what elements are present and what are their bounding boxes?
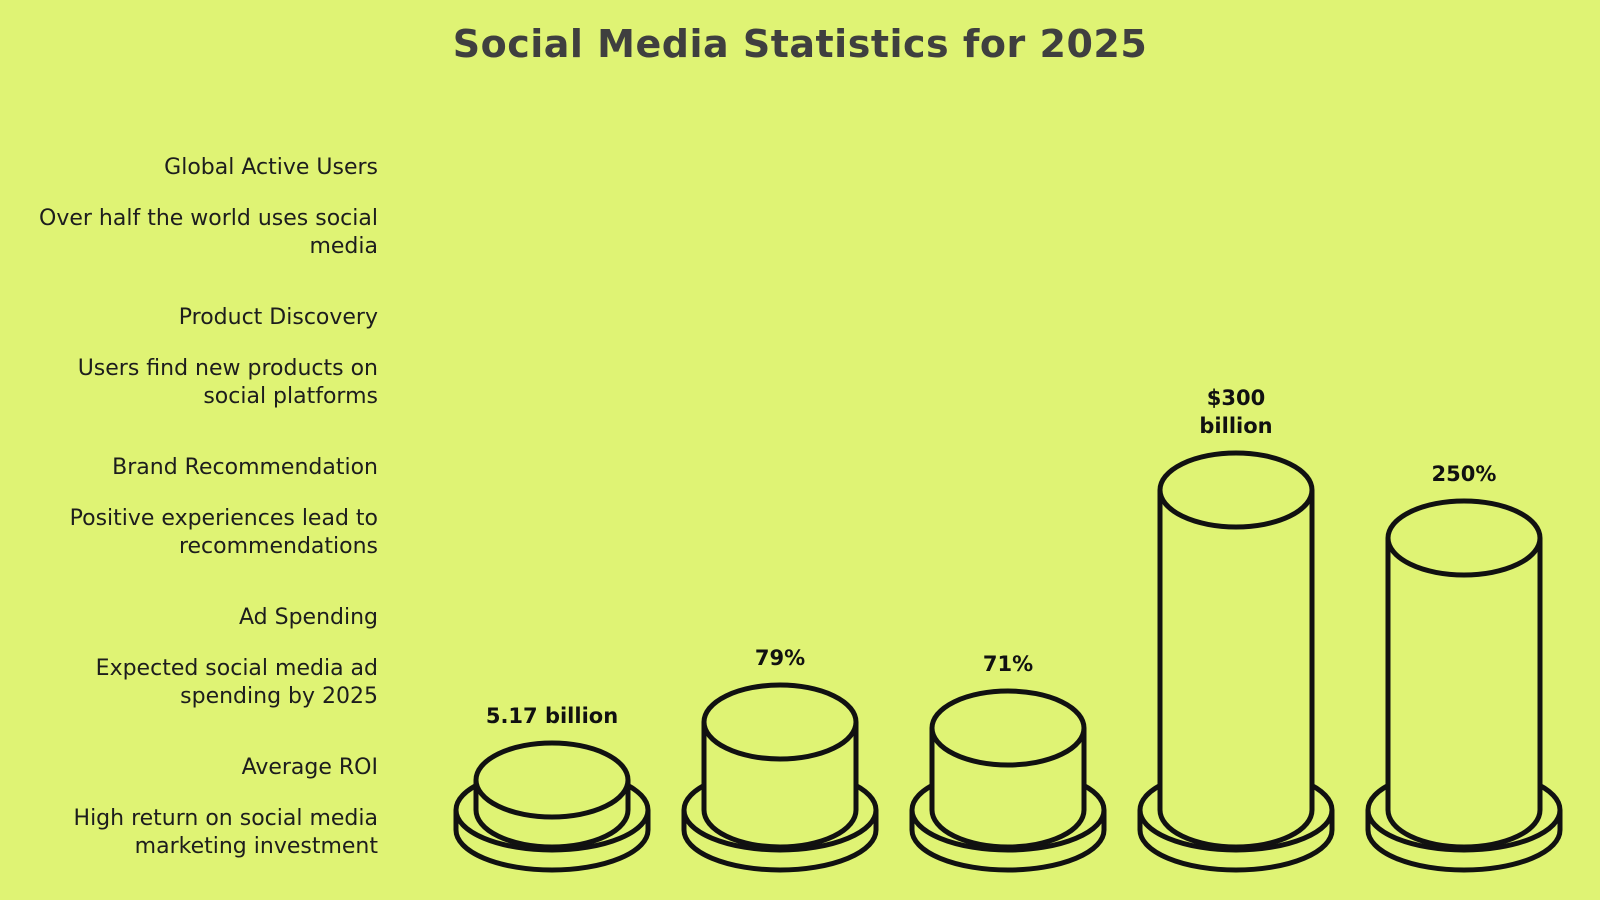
data-label-ad-spending: $300: [1207, 386, 1265, 410]
legend-description: High return on social media marketing in…: [73, 806, 378, 859]
legend-description: Users find new products on social platfo…: [77, 356, 378, 409]
bar-top-average-roi: [1385, 498, 1543, 578]
legend-item-global-active-users: Global Active Users Over half the world …: [20, 154, 378, 261]
data-label-average-roi: 250%: [1432, 462, 1497, 486]
legend-description: Expected social media ad spending by 202…: [95, 656, 378, 709]
chart-title: Social Media Statistics for 2025: [452, 22, 1148, 66]
legend-label: Global Active Users: [164, 155, 378, 180]
legend-label: Ad Spending: [238, 605, 378, 630]
bar-top-ad-spending: [1157, 450, 1315, 530]
legend-item-product-discovery: Product Discovery Users find new product…: [20, 304, 378, 411]
legend-description: Positive experiences lead to recommendat…: [69, 506, 378, 559]
data-label-brand-recommendation: 71%: [983, 652, 1033, 676]
legend-label: Average ROI: [241, 755, 378, 780]
legend-item-ad-spending: Ad Spending Expected social media ad spe…: [20, 604, 378, 711]
bar-ad-spending: [1160, 490, 1312, 810]
legend-label: Brand Recommendation: [112, 455, 378, 480]
legend-item-brand-recommendation: Brand Recommendation Positive experience…: [20, 454, 378, 561]
legend-label: Product Discovery: [178, 305, 378, 330]
bar-top-product-discovery: [701, 682, 859, 762]
data-label-ad-spending: billion: [1199, 414, 1272, 438]
data-label-product-discovery: 79%: [755, 646, 805, 670]
bar-top-global-active-users: [473, 740, 631, 820]
legend-description: Over half the world uses social media: [39, 206, 378, 259]
bar-average-roi: [1388, 538, 1540, 810]
legend-item-average-roi: Average ROI High return on social media …: [20, 754, 378, 861]
bar-top-brand-recommendation: [929, 688, 1087, 768]
data-label-global-active-users: 5.17 billion: [486, 704, 618, 728]
